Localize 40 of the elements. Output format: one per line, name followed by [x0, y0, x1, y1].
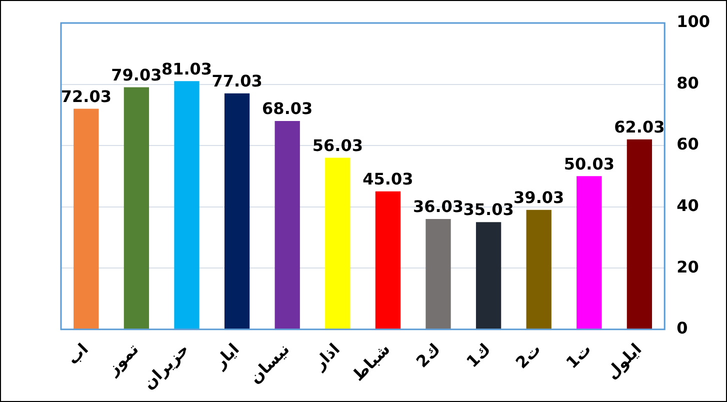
- data-label: 39.03: [514, 188, 564, 207]
- data-label: 35.03: [463, 200, 514, 220]
- x-tick-label: ت2: [512, 340, 545, 372]
- y-tick-label: 0: [676, 318, 688, 338]
- data-label: 45.03: [362, 170, 414, 189]
- x-tick-label: اب: [63, 340, 92, 368]
- bar: [576, 176, 602, 329]
- y-tick-label: 20: [676, 257, 699, 276]
- x-tick-label: ك1: [462, 340, 494, 372]
- data-label: 72.03: [60, 86, 112, 106]
- data-label: 77.03: [212, 72, 262, 91]
- y-tick-label: 60: [676, 134, 699, 154]
- bar: [74, 108, 99, 329]
- bar: [526, 210, 552, 329]
- x-tick-label: اذار: [309, 340, 344, 374]
- bar: [274, 120, 300, 329]
- data-label: 68.03: [262, 99, 313, 118]
- y-tick-label: 80: [676, 73, 699, 92]
- bar: [626, 139, 652, 329]
- bar: [325, 158, 350, 329]
- data-label: 81.03: [161, 59, 212, 78]
- data-label: 50.03: [564, 154, 614, 174]
- data-label: 36.03: [412, 197, 464, 216]
- bar: [224, 93, 250, 329]
- bar: [375, 191, 401, 329]
- x-tick-label: شباط: [348, 340, 394, 385]
- bar: [174, 81, 200, 329]
- data-label: 62.03: [614, 118, 665, 136]
- data-label: 56.03: [312, 136, 363, 155]
- bar: [426, 219, 451, 329]
- bar: [124, 87, 150, 329]
- bar: [476, 222, 502, 329]
- x-tick-label: ك2: [412, 340, 444, 372]
- x-tick-label: ايلول: [602, 340, 646, 383]
- x-tick-label: ت1: [562, 340, 595, 372]
- x-tick-label: ايار: [210, 340, 243, 373]
- y-tick-label: 100: [676, 12, 710, 32]
- data-label: 79.03: [111, 65, 162, 84]
- y-tick-label: 40: [676, 196, 699, 216]
- x-tick-label: نيسان: [245, 340, 294, 388]
